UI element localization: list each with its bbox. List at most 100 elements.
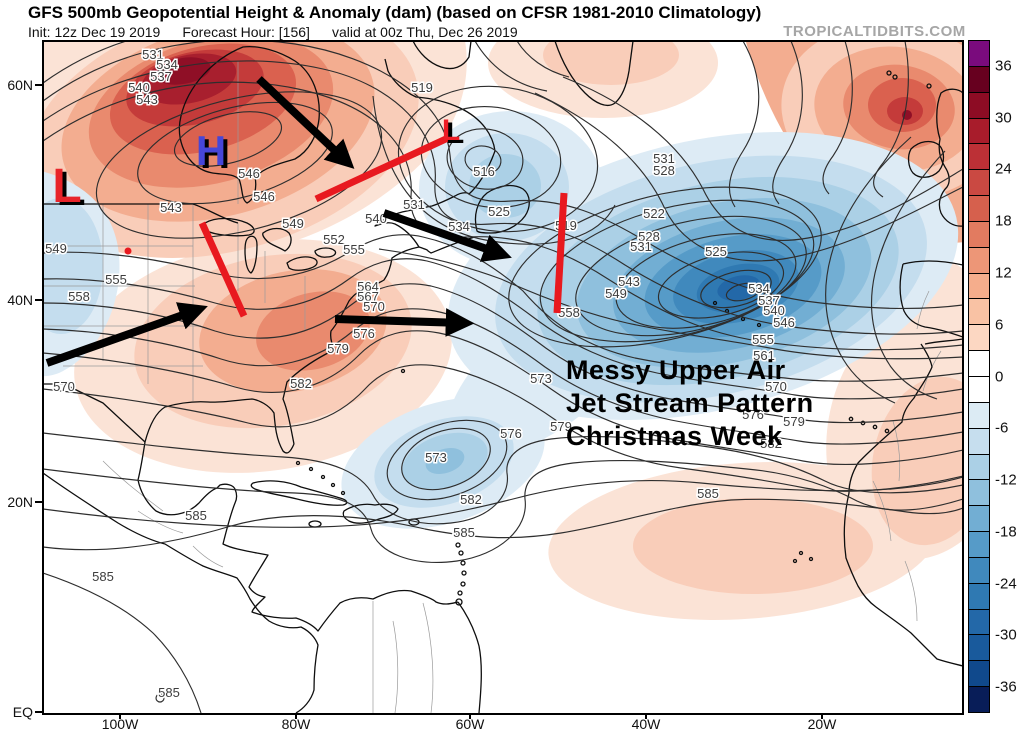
lat-axis-tick <box>35 84 42 86</box>
contour-label: 546 <box>253 189 275 204</box>
colorbar-cell <box>969 401 989 428</box>
contour-label: 579 <box>783 414 805 429</box>
colorbar-cell <box>969 65 989 92</box>
contour-label: 522 <box>643 206 665 221</box>
contour-label: 540 <box>365 211 387 226</box>
lat-axis-tick <box>35 299 42 301</box>
anomaly-fill-layer <box>43 41 963 620</box>
high-center-marker-shadow: H <box>200 130 230 177</box>
colorbar-tick-label: 6 <box>995 316 1004 334</box>
colorbar-cell <box>969 169 989 196</box>
contour-label: 585 <box>158 685 180 700</box>
contour-label: 546 <box>773 315 795 330</box>
lat-axis-tick <box>35 711 42 713</box>
colorbar-tick-label: -24 <box>995 575 1017 593</box>
lon-axis-tick <box>119 713 121 719</box>
front-line <box>314 134 450 203</box>
colorbar-tick-label: 0 <box>995 368 1004 385</box>
map-svg: 5315345375405435465465435495555585705195… <box>43 41 963 714</box>
low-center-marker-west: L <box>52 160 81 213</box>
contour-label: 579 <box>327 341 349 356</box>
contour-label: 555 <box>343 242 365 257</box>
brand-watermark: TROPICALTIDBITS.COM <box>783 23 966 40</box>
contour-label: 570 <box>53 379 75 394</box>
colorbar-tick-label: -12 <box>995 471 1017 489</box>
contour-label: 534 <box>748 281 770 296</box>
colorbar-tick-label: 36 <box>995 57 1012 75</box>
contour-label: 549 <box>45 241 67 256</box>
colorbar-tick-label: -6 <box>995 419 1009 437</box>
colorbar-cell <box>969 324 989 351</box>
lat-axis-label: 20N <box>7 494 33 510</box>
low-center-marker-labrador-shadow: L <box>446 117 464 150</box>
contour-label: 525 <box>705 244 727 259</box>
colorbar-cell <box>969 479 989 506</box>
contour-label: 567 <box>357 289 379 304</box>
map-border <box>43 41 963 714</box>
colorbar-cell <box>969 195 989 221</box>
colorbar-tick-label: -36 <box>995 678 1017 696</box>
colorbar-tick-label: 30 <box>995 109 1012 127</box>
front-line <box>198 221 248 318</box>
contour-label: 543 <box>618 274 640 289</box>
contour-label: 561 <box>753 348 775 363</box>
contour-label: 534 <box>156 57 178 72</box>
low-center-marker-labrador: L <box>442 114 460 147</box>
contour-label: 573 <box>530 371 552 386</box>
jet-stream-arrow <box>45 302 208 367</box>
lon-axis-tick <box>821 713 823 719</box>
colorbar-cell <box>969 91 989 118</box>
contour-label: 537 <box>758 293 780 308</box>
contour-label: 537 <box>150 69 172 84</box>
page-title: GFS 500mb Geopotential Height & Anomaly … <box>28 3 762 22</box>
contour-label: 525 <box>488 204 510 219</box>
colorbar-cell <box>969 505 989 532</box>
colorbar-tick-label: 18 <box>995 212 1012 230</box>
colorbar-cell <box>969 350 989 376</box>
contour-label: 558 <box>68 289 90 304</box>
borders-layer <box>43 61 942 714</box>
contour-label: 585 <box>185 508 207 523</box>
map-canvas: 531 534 537 540 543 546 546 543 549 555 558 570 519 5… <box>42 40 964 715</box>
contour-label: 570 <box>363 299 385 314</box>
init-time-label: Init: 12z Dec 19 2019 <box>28 24 161 40</box>
contour-label: 519 <box>411 80 433 95</box>
lon-axis-tick <box>295 713 297 719</box>
colorbar <box>968 40 990 713</box>
jet-stream-arrow <box>382 209 512 262</box>
jet-stream-arrow <box>256 76 355 169</box>
high-center-marker: H <box>196 127 226 174</box>
contour-label: 531 <box>653 151 675 166</box>
contour-label: 549 <box>282 216 304 231</box>
colorbar-cell <box>969 634 989 661</box>
contour-label: 555 <box>752 332 774 347</box>
contour-label: 516 <box>473 164 495 179</box>
contour-label: 531 <box>630 239 652 254</box>
colorbar-cell <box>969 531 989 557</box>
contour-label: 531 <box>403 197 425 212</box>
contour-label: 534 <box>448 219 470 234</box>
contour-label: 528 <box>638 229 660 244</box>
contour-label: 543 <box>160 200 182 215</box>
contour-label: 531 <box>142 47 164 62</box>
colorbar-cell <box>969 660 989 687</box>
contour-label: 582 <box>290 376 312 391</box>
colorbar-tick-label: -30 <box>995 626 1017 644</box>
annotation-text: Christmas Week <box>566 421 783 451</box>
colorbar-cell <box>969 582 989 609</box>
contour-label: 573 <box>425 450 447 465</box>
contour-label: 585 <box>453 525 475 540</box>
contour-label: 540 <box>763 303 785 318</box>
colorbar-cell <box>969 41 989 66</box>
colorbar-cell <box>969 686 989 712</box>
lon-axis-tick <box>469 713 471 719</box>
lat-axis-label: 60N <box>7 77 33 93</box>
colorbar-cell <box>969 375 989 402</box>
jet-stream-arrow <box>334 308 475 337</box>
low-center-marker-west-shadow: L <box>56 163 85 216</box>
contour-label: 570 <box>765 379 787 394</box>
contour-label-layer: 5315345375405435465465435495555585705195… <box>44 46 807 702</box>
contour-label: 558 <box>558 305 580 320</box>
contour-label: 528 <box>653 163 675 178</box>
